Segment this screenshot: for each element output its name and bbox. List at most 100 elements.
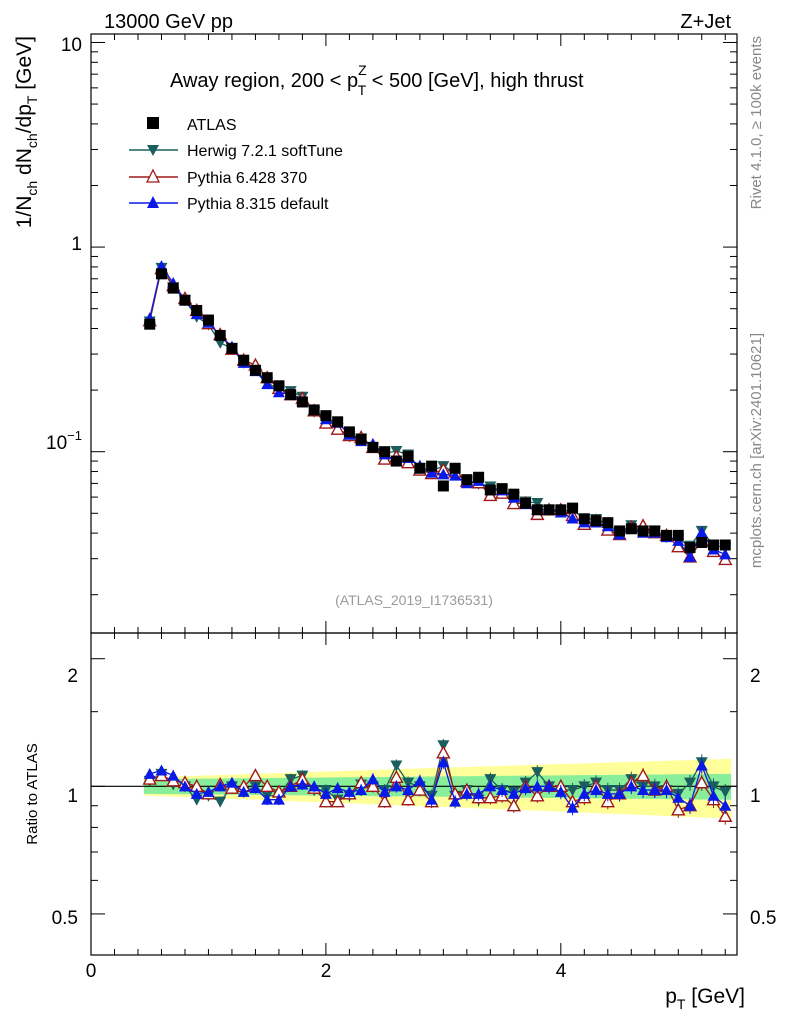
ratio-marker (178, 780, 191, 792)
ratio-marker (613, 787, 626, 799)
ratio-marker (531, 767, 544, 779)
data-point (555, 504, 567, 516)
legend-label: Pythia 8.315 default (187, 196, 329, 213)
legend-marker-pythia8 (147, 196, 159, 208)
data-point (473, 471, 485, 483)
ratio-marker (719, 799, 732, 811)
data-point (379, 446, 391, 458)
ratio-marker (413, 774, 426, 786)
data-point (508, 488, 520, 500)
series-marker (531, 497, 544, 509)
series-marker (437, 468, 450, 480)
data-point (437, 480, 449, 492)
y-tick-label: 10−1 (46, 428, 82, 454)
ratio-marker (578, 787, 591, 799)
ratio-marker (625, 780, 638, 792)
ratio-tick-label-right: 0.5 (750, 908, 776, 929)
data-point (390, 455, 402, 467)
ratio-marker (143, 767, 156, 779)
data-point (167, 282, 179, 294)
ratio-marker (319, 787, 332, 799)
series-marker (695, 526, 708, 538)
ratio-marker (660, 784, 673, 796)
ratio-marker (190, 787, 203, 799)
data-point (202, 314, 214, 326)
ratio-marker (225, 776, 238, 788)
ratio-marker (449, 795, 462, 807)
ratio-marker (484, 774, 497, 786)
ratio-panel-series (142, 738, 733, 825)
data-point (414, 462, 426, 474)
ratio-marker (260, 778, 275, 793)
ratio-marker (402, 777, 415, 789)
data-point (296, 396, 308, 408)
data-point (543, 504, 555, 516)
data-point (496, 483, 508, 495)
data-point (343, 426, 355, 438)
legend-label: Herwig 7.2.1 softTune (187, 143, 343, 160)
series-marker (506, 496, 522, 510)
ratio-marker (531, 780, 544, 792)
series-marker (671, 539, 686, 553)
ratio-tick-label-right: 1 (750, 786, 761, 807)
data-point (649, 525, 661, 537)
ratio-marker (506, 798, 522, 812)
legend: ATLAS Herwig 7.2.1 softTune Pythia 6.428… (129, 117, 343, 213)
data-point (249, 364, 261, 376)
ratio-marker (472, 787, 485, 799)
ratio-marker (378, 785, 391, 797)
x-tick-label: 4 (556, 961, 567, 982)
ratio-marker (343, 785, 356, 797)
data-point (531, 504, 543, 516)
series-marker (719, 548, 732, 560)
data-point (520, 497, 532, 509)
data-point (155, 268, 167, 280)
ratio-marker (507, 787, 520, 799)
data-point (625, 523, 637, 535)
series-marker (425, 466, 438, 478)
axis-ticks (90, 34, 737, 955)
ratio-marker (684, 799, 697, 811)
data-point (426, 460, 438, 472)
process-label: Z+Jet (680, 11, 731, 33)
ratio-marker (296, 778, 309, 790)
legend-label: ATLAS (187, 117, 237, 134)
series-line (149, 266, 726, 549)
data-point (332, 416, 344, 428)
ratio-marker (637, 784, 650, 796)
y-tick-label: 1 (71, 234, 82, 255)
ratio-marker (601, 787, 614, 799)
x-tick-label: 2 (321, 961, 332, 982)
data-point (637, 525, 649, 537)
ratio-marker (719, 786, 732, 798)
data-point (590, 515, 602, 527)
legend-marker-atlas (147, 117, 159, 129)
ratio-tick-labels: 2 1 0.5 2 1 0.5 (52, 666, 777, 929)
ratio-marker (684, 777, 697, 789)
data-point (261, 372, 273, 384)
ratio-tick-label: 0.5 (52, 908, 78, 929)
data-point (285, 389, 297, 401)
rivet-label: Rivet 4.1.0, ≥ 100k events (748, 36, 765, 209)
ratio-marker (284, 780, 297, 792)
ratio-marker (590, 784, 603, 796)
ratio-marker (566, 785, 579, 797)
ratio-marker (484, 780, 497, 792)
ratio-marker (437, 756, 450, 768)
ratio-marker (355, 784, 368, 796)
ratio-marker (718, 808, 733, 822)
data-point (238, 354, 250, 366)
ratio-marker (330, 794, 345, 808)
data-point (226, 342, 238, 354)
legend-marker-pythia6 (145, 168, 161, 183)
ratio-marker (308, 780, 321, 792)
data-point (320, 410, 332, 422)
ratio-marker (460, 787, 473, 799)
ratio-panel-frame (90, 632, 738, 956)
ratio-marker (214, 780, 227, 792)
main-panel-series (142, 260, 733, 566)
ratio-marker (249, 782, 262, 794)
ratio-marker (695, 759, 708, 771)
data-point (355, 433, 367, 445)
